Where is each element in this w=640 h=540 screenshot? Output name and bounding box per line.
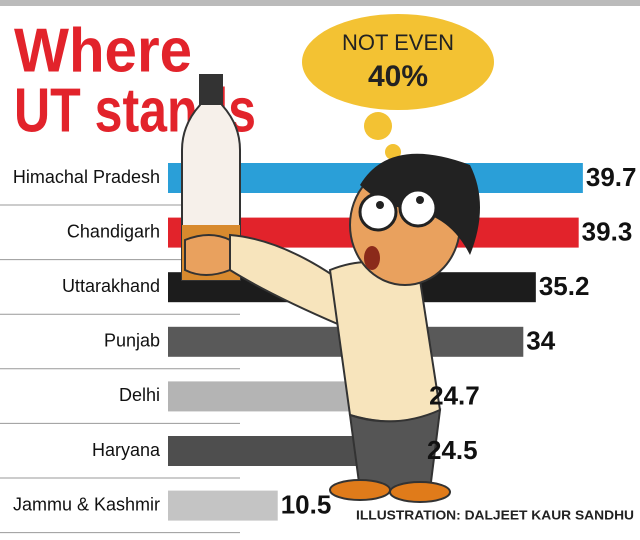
title-line: Where	[14, 16, 192, 85]
pupil	[416, 196, 424, 204]
category-label: Uttarakhand	[62, 276, 160, 296]
pupil	[376, 201, 384, 209]
trousers	[348, 408, 442, 491]
value-label: 24.5	[427, 435, 478, 465]
eye	[358, 192, 398, 232]
shoe	[329, 479, 391, 501]
bubble-text: 40%	[368, 60, 428, 93]
value-label: 10.5	[281, 489, 332, 519]
value-label: 24.7	[429, 380, 480, 410]
top-rule	[0, 0, 640, 6]
thought-bubble	[302, 14, 494, 110]
category-label: Punjab	[104, 331, 160, 351]
category-label: Delhi	[119, 385, 160, 405]
hand	[184, 234, 231, 276]
shoe	[389, 481, 451, 503]
value-label: 34	[526, 326, 555, 356]
bubble-text: NOT EVEN	[342, 30, 454, 55]
credit: ILLUSTRATION: DALJEET KAUR SANDHU	[356, 507, 634, 522]
illustration: NOT EVEN 40%	[181, 14, 494, 503]
category-label: Chandigarh	[67, 221, 160, 241]
category-label: Haryana	[92, 440, 161, 460]
value-label: 35.2	[539, 271, 590, 301]
bottle-neck	[200, 75, 222, 105]
value-label: 39.7	[586, 162, 637, 192]
category-label: Jammu & Kashmir	[13, 494, 160, 514]
bar	[168, 490, 278, 521]
eye	[398, 188, 438, 228]
value-label: 39.3	[582, 216, 633, 246]
mouth	[364, 246, 380, 270]
thought-dot	[385, 144, 401, 160]
thought-dot	[364, 112, 392, 140]
category-label: Himachal Pradesh	[13, 167, 160, 187]
